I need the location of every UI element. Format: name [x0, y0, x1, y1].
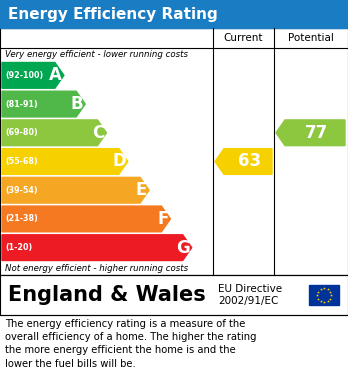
- Text: Very energy efficient - lower running costs: Very energy efficient - lower running co…: [5, 50, 188, 59]
- Polygon shape: [2, 149, 128, 174]
- Text: (81-91): (81-91): [5, 100, 38, 109]
- Bar: [0, 28, 348, 275]
- Text: Not energy efficient - higher running costs: Not energy efficient - higher running co…: [5, 264, 188, 273]
- Text: (69-80): (69-80): [5, 128, 38, 137]
- Polygon shape: [276, 120, 345, 145]
- Text: F: F: [157, 210, 168, 228]
- Polygon shape: [2, 63, 64, 88]
- Text: 77: 77: [306, 124, 329, 142]
- Polygon shape: [2, 120, 106, 145]
- Text: (1-20): (1-20): [5, 243, 32, 252]
- Text: (92-100): (92-100): [5, 71, 43, 80]
- Text: (39-54): (39-54): [5, 186, 38, 195]
- Text: Current: Current: [224, 33, 263, 43]
- Text: (55-68): (55-68): [5, 157, 38, 166]
- Text: Energy Efficiency Rating: Energy Efficiency Rating: [8, 7, 218, 22]
- Bar: [0, 0, 348, 28]
- Text: Potential: Potential: [287, 33, 333, 43]
- Text: B: B: [71, 95, 83, 113]
- Text: C: C: [92, 124, 104, 142]
- Text: E: E: [136, 181, 147, 199]
- Text: England & Wales: England & Wales: [8, 285, 206, 305]
- Text: D: D: [112, 152, 126, 170]
- Polygon shape: [2, 178, 149, 203]
- Text: G: G: [176, 239, 190, 256]
- Bar: [0, 275, 348, 315]
- Polygon shape: [2, 206, 171, 232]
- Polygon shape: [215, 149, 272, 174]
- Text: (21-38): (21-38): [5, 214, 38, 223]
- Text: 63: 63: [238, 152, 262, 170]
- Text: EU Directive
2002/91/EC: EU Directive 2002/91/EC: [218, 284, 282, 306]
- Bar: [309, 285, 339, 305]
- Polygon shape: [2, 235, 192, 260]
- Text: The energy efficiency rating is a measure of the
overall efficiency of a home. T: The energy efficiency rating is a measur…: [5, 319, 256, 369]
- Text: A: A: [49, 66, 62, 84]
- Polygon shape: [2, 91, 85, 117]
